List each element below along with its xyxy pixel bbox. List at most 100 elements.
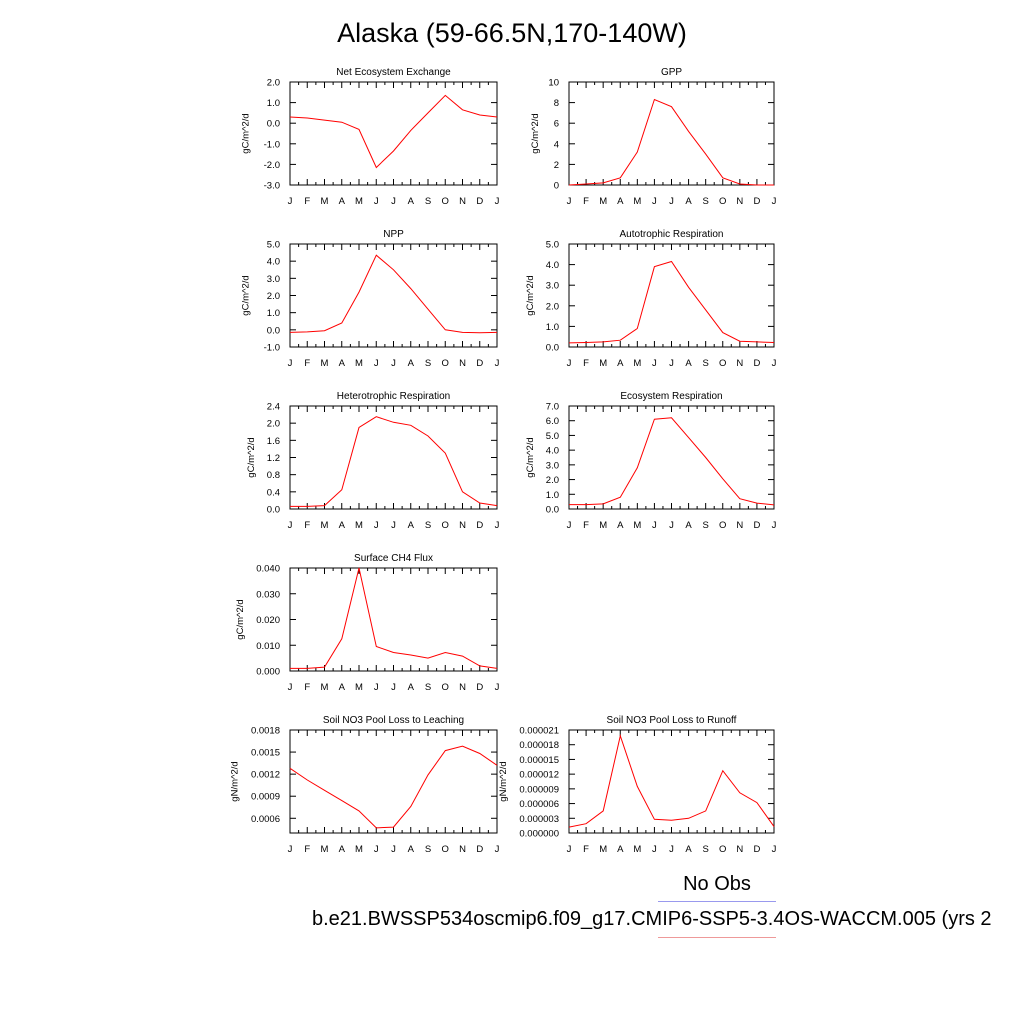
panel-3-xtick-label: O [442,358,449,369]
panel-4-ytick-label: 3.0 [546,281,559,292]
panel-6-frame [568,405,775,510]
panel-8-xtick-label: J [391,844,396,855]
panel-4-ytick-label: 4.0 [546,260,559,271]
panel-9-ylabel: gN/m^2/d [498,761,509,801]
panel-8-xtick-label: J [495,844,500,855]
panel-3-series-line [289,254,498,334]
panel-9-ytick-label: 0.000009 [519,784,559,795]
panel-8-ylabel: gN/m^2/d [230,761,241,801]
panel-2-xtick-label: M [633,196,641,207]
legend-case-label: b.e21.BWSSP534oscmip6.f09_g17.CMIP6-SSP5… [312,908,992,930]
panel-2-series-line [568,98,774,186]
panel-1-xtick-label: F [304,196,310,207]
panel-2-frame [568,81,775,186]
panel-6-ytick-label: 3.0 [546,460,559,471]
panel-8-series-line [289,745,498,829]
panel-6-xtick-label: J [652,520,657,531]
panel-6-ytick-label: 0.0 [546,505,559,516]
panel-7-ytick-label: 0.040 [256,564,280,575]
panel-8-xtick-label: D [476,844,483,855]
panel-3-xtick-label: M [321,358,329,369]
panel-6-xtick-label: D [753,520,760,531]
panel-3-xtick-label: F [304,358,310,369]
panel-2-ytick-label: 2 [554,160,559,171]
panel-5-ytick-label: 0.8 [267,470,280,481]
panel-8-xtick-label: J [374,844,379,855]
panel-1-xtick-label: D [476,196,483,207]
panel-5-xtick-label: J [288,520,293,531]
panel-7-xtick-label: J [495,682,500,693]
panel-2-xtick-label: D [753,196,760,207]
panel-3-title: NPP [383,229,404,240]
panel-2-xtick-label: A [685,196,692,207]
panel-2-ylabel: gC/m^2/d [530,113,541,153]
panel-9-xtick-label: F [583,844,589,855]
panel-3-ytick-label: 4.0 [267,257,280,268]
panel-4-xtick-label: A [685,358,692,369]
panel-2-xtick-label: N [736,196,743,207]
panel-7-xtick-label: F [304,682,310,693]
panel-3-ylabel: gC/m^2/d [240,275,251,315]
panel-4-ytick-label: 1.0 [546,322,559,333]
panel-5-xtick-label: O [442,520,449,531]
panel-7-xtick-label: S [425,682,431,693]
panel-1-xtick-label: S [425,196,431,207]
panel-7-series-line [290,567,498,669]
panel-3-xtick-label: N [459,358,466,369]
panel-8-xtick-label: M [355,844,363,855]
panel-4-xtick-label: M [633,358,641,369]
panel-5-xtick-label: M [355,520,363,531]
panel-6-ylabel: gC/m^2/d [525,437,536,477]
panel-6-xtick-label: J [669,520,674,531]
panel-9-ytick-label: 0.000018 [519,740,559,751]
panel-5-xtick-label: S [425,520,431,531]
panel-4-ytick-label: 2.0 [546,301,559,312]
panel-3-ytick-label: 3.0 [267,274,280,285]
panel-6-xtick-label: M [633,520,641,531]
panel-2-ytick-label: 10 [548,78,559,89]
panel-8-ytick-label: 0.0015 [251,748,280,759]
panel-7-xtick-label: A [408,682,415,693]
panel-5-xtick-label: M [321,520,329,531]
panel-1-xtick-label: M [355,196,363,207]
panel-5-ytick-label: 0.4 [267,487,280,498]
panel-9-xtick-label: S [702,844,708,855]
panel-3-xtick-label: J [374,358,379,369]
panel-2-ytick-label: 6 [554,119,559,130]
panel-5-series-line [290,416,498,507]
panel-9-xtick-label: J [669,844,674,855]
panel-2-ytick-label: 0 [554,181,559,192]
panel-2-xtick-label: J [567,196,572,207]
panel-3-xtick-label: J [495,358,500,369]
panel-7-xtick-label: J [374,682,379,693]
panel-4-xtick-label: N [736,358,743,369]
panel-6-ytick-label: 1.0 [546,490,559,501]
panel-9-ytick-label: 0.000006 [519,799,559,810]
panel-3-ytick-label: -1.0 [264,343,280,354]
panel-4-xtick-label: O [719,358,726,369]
panel-1-xtick-label: O [442,196,449,207]
panel-6-xtick-label: J [567,520,572,531]
panel-8-ytick-label: 0.0006 [251,814,280,825]
panel-2-xtick-label: J [772,196,777,207]
panel-5-ytick-label: 0.0 [267,505,280,516]
panel-6-xtick-label: O [719,520,726,531]
panel-6-xtick-label: F [583,520,589,531]
panel-2-title: GPP [661,67,682,78]
panel-1-xtick-label: J [495,196,500,207]
panel-9-xtick-label: A [685,844,692,855]
panel-4-xtick-label: J [772,358,777,369]
panel-9-xtick-label: J [772,844,777,855]
panel-1-frame [289,81,498,186]
panel-9-ytick-label: 0.000000 [519,829,559,840]
panel-9-xtick-label: M [599,844,607,855]
panel-1-title: Net Ecosystem Exchange [336,67,451,78]
panel-2-xtick-label: O [719,196,726,207]
panel-7-ytick-label: 0.020 [256,615,280,626]
panel-9-ytick-label: 0.000021 [519,726,559,737]
panel-5-ytick-label: 2.0 [267,419,280,430]
panel-2-xtick-label: F [583,196,589,207]
panel-1-ylabel: gC/m^2/d [240,113,251,153]
panel-9-title: Soil NO3 Pool Loss to Runoff [607,715,737,726]
